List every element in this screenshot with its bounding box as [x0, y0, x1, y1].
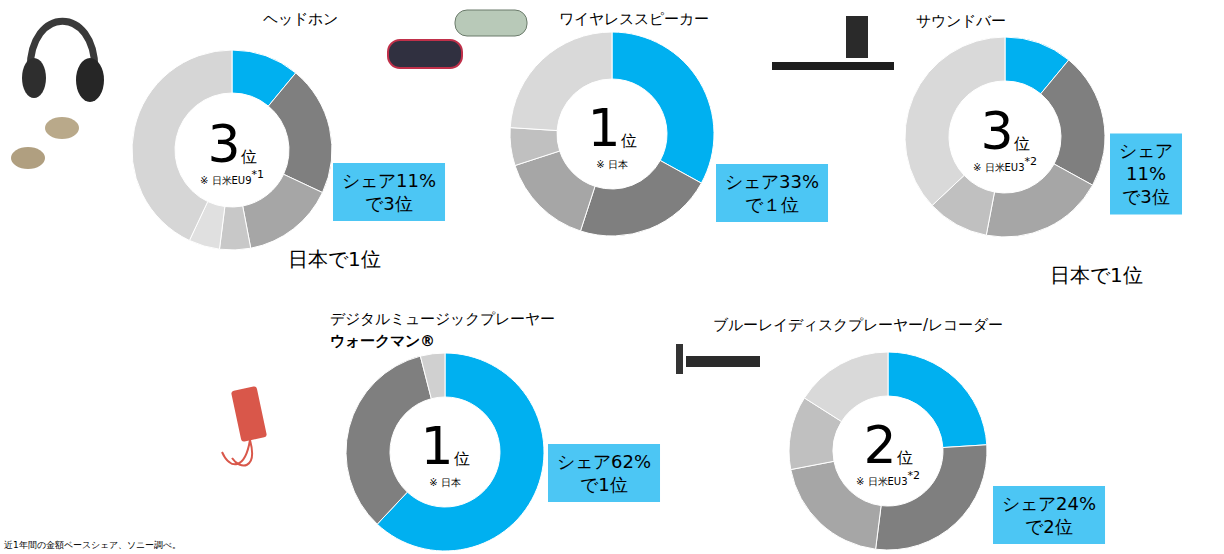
slice — [346, 356, 431, 524]
callout-text: シェア — [1119, 140, 1173, 161]
panel-title: サウンドバー — [916, 12, 1006, 30]
earbud — [45, 117, 79, 139]
slice — [420, 353, 445, 399]
rank-suffix: 位 — [621, 131, 637, 150]
slice — [888, 352, 987, 448]
panel-title: ヘッドホン — [263, 10, 338, 28]
subwoofer — [846, 16, 868, 58]
callout-text: シェア62% — [557, 451, 651, 472]
rank-suffix: 位 — [454, 449, 470, 468]
earphones — [222, 440, 252, 465]
callout-text: シェア24% — [1002, 493, 1096, 514]
callout-text: で3位 — [365, 193, 412, 214]
callout-box — [716, 164, 828, 222]
panel: サウンドバー3位※ 日米EU3*2シェア11%で3位日本で1位 — [905, 12, 1182, 287]
rank-suffix: 位 — [1014, 134, 1030, 153]
callout-text: で１位 — [745, 194, 799, 215]
note-mark: *2 — [1025, 155, 1038, 168]
panel-title: ワイヤレススピーカー — [559, 10, 709, 28]
callout: シェア62%で1位 — [548, 444, 660, 502]
slice — [580, 160, 701, 236]
callout: シェア11%で3位 — [1110, 134, 1182, 215]
walkman — [231, 386, 267, 442]
slice — [268, 73, 332, 193]
headphones-cup — [22, 58, 46, 98]
note: ※ 日本 — [429, 477, 461, 488]
slice — [515, 151, 595, 231]
walkman-image — [222, 386, 267, 466]
slices — [789, 352, 987, 550]
note: ※ 日米EU9*1 — [200, 168, 264, 186]
speaker-image — [388, 10, 527, 68]
callout: シェア24%で2位 — [993, 486, 1105, 544]
bluray-player — [686, 356, 760, 367]
slices — [510, 32, 714, 236]
rank: 2位 — [863, 415, 912, 475]
note: ※ 日米EU3*2 — [856, 469, 920, 487]
earbud — [11, 147, 45, 169]
note-text: ※ 日米EU9 — [200, 175, 252, 186]
callout-text: で1位 — [580, 474, 627, 495]
soundbar — [772, 62, 894, 70]
panel-subtitle: ウォークマン® — [330, 332, 435, 350]
extra-label: 日本で1位 — [1050, 263, 1143, 287]
slices — [132, 50, 332, 250]
rank-suffix: 位 — [897, 448, 913, 467]
rank: 1位 — [587, 98, 636, 158]
canvas: ヘッドホン3位※ 日米EU9*1シェア11%で3位日本で1位ワイヤレススピーカー… — [0, 0, 1224, 554]
slice — [510, 128, 560, 166]
callout-box — [1110, 134, 1182, 215]
callout-box — [548, 444, 660, 502]
rank: 3位 — [980, 101, 1029, 161]
panel: ブルーレイディスクプレーヤー/レコーダー2位※ 日米EU3*2シェア24%で2位 — [713, 316, 1105, 550]
rank: 3位 — [207, 114, 256, 174]
rank: 1位 — [420, 416, 469, 476]
headphones-image — [11, 21, 104, 169]
callout: シェア33%で１位 — [716, 164, 828, 222]
speaker — [455, 10, 527, 36]
callout: シェア11%で3位 — [333, 163, 445, 221]
callout-text: シェア11% — [342, 170, 436, 191]
footnote: 近1年間の金額ベースシェア、ソニー調べ。 — [4, 540, 181, 550]
panel-title: ブルーレイディスクプレーヤー/レコーダー — [713, 316, 1003, 334]
rank-number: 1 — [587, 98, 620, 158]
callout-text: で3位 — [1122, 186, 1169, 207]
rank-number: 3 — [980, 101, 1013, 161]
panel-title: デジタルミュージックプレーヤー — [330, 310, 555, 328]
note-text: ※ 日米EU3 — [973, 162, 1025, 173]
slice — [986, 164, 1092, 237]
slice — [243, 174, 323, 248]
bluray-image — [676, 344, 760, 374]
note-text: ※ 日本 — [429, 477, 461, 488]
speaker — [388, 40, 462, 68]
note: ※ 日米EU3*2 — [973, 155, 1037, 173]
callout-text: で2位 — [1025, 516, 1072, 537]
panel: ワイヤレススピーカー1位※ 日本シェア33%で１位 — [510, 10, 828, 236]
callout-box — [993, 486, 1105, 544]
callout-text: シェア33% — [725, 171, 819, 192]
note-text: ※ 日本 — [596, 159, 628, 170]
note: ※ 日本 — [596, 159, 628, 170]
rank-number: 3 — [207, 114, 240, 174]
slices — [346, 353, 544, 551]
panel: デジタルミュージックプレーヤーウォークマン®1位※ 日本シェア62%で1位 — [330, 310, 660, 551]
rank-number: 2 — [863, 415, 896, 475]
extra-label: 日本で1位 — [288, 247, 381, 271]
slice — [1041, 60, 1105, 185]
panel: ヘッドホン3位※ 日米EU9*1シェア11%で3位日本で1位 — [132, 10, 445, 271]
note-mark: *1 — [252, 168, 265, 181]
rank-number: 1 — [420, 416, 453, 476]
slices — [905, 37, 1105, 237]
rank-suffix: 位 — [241, 147, 257, 166]
soundbar-image — [772, 16, 894, 70]
callout-box — [333, 163, 445, 221]
headphones-cup — [76, 58, 104, 102]
bluray-stand — [676, 344, 683, 374]
slice — [804, 352, 888, 422]
note-mark: *2 — [908, 469, 921, 482]
callout-text: 11% — [1126, 163, 1166, 184]
note-text: ※ 日米EU3 — [856, 476, 908, 487]
